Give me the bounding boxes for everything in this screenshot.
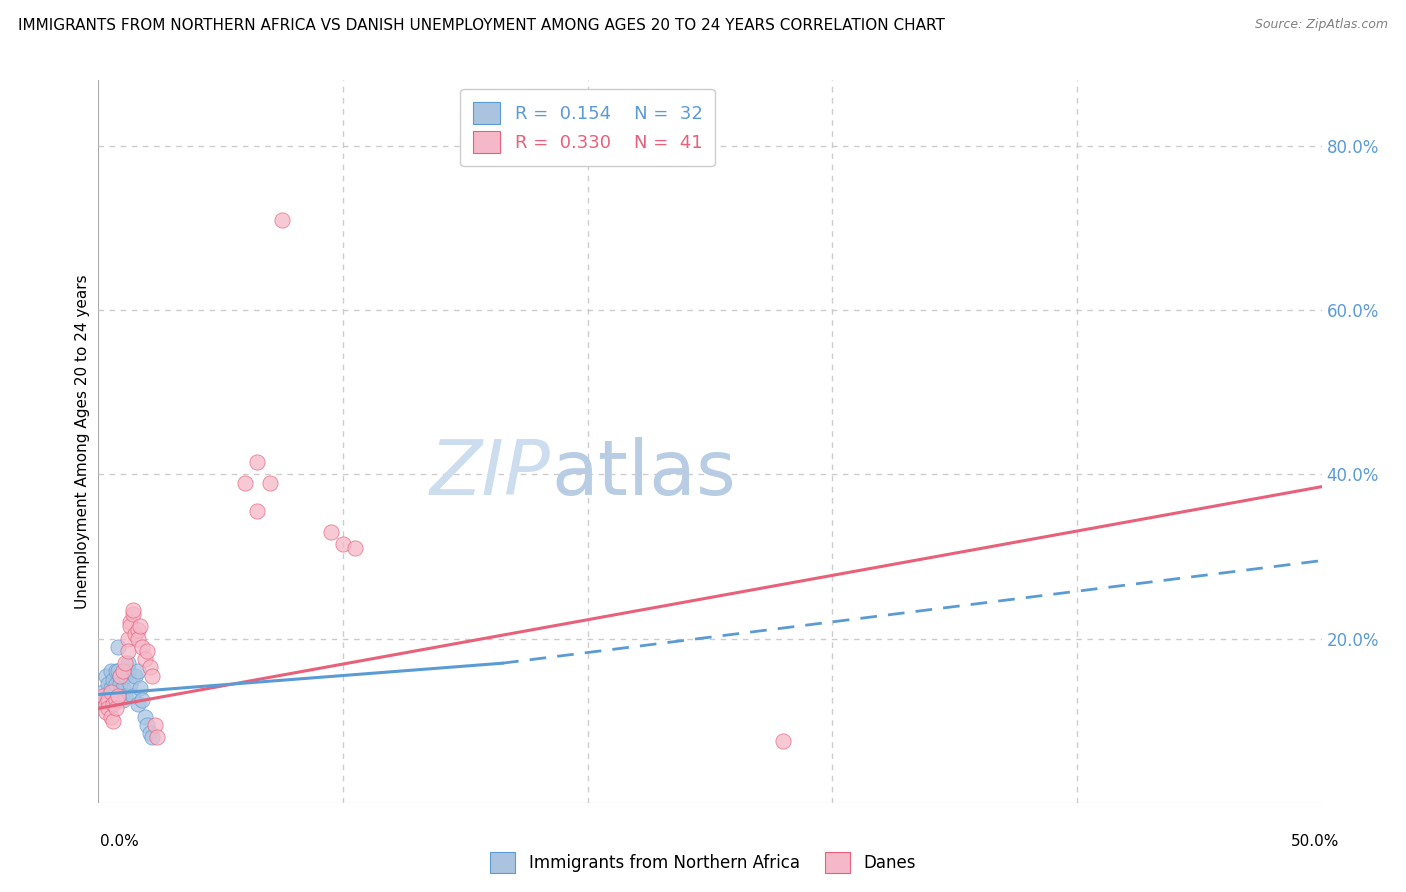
- Point: [114, 657, 136, 671]
- Point: [121, 603, 143, 617]
- Point: [97, 689, 120, 703]
- Point: [104, 693, 127, 707]
- Point: [101, 673, 124, 687]
- Point: [114, 668, 136, 682]
- Point: [233, 475, 256, 490]
- Point: [139, 726, 162, 740]
- Point: [111, 681, 134, 695]
- Point: [139, 660, 162, 674]
- Point: [131, 640, 153, 654]
- Text: ZIP: ZIP: [430, 437, 551, 511]
- Point: [100, 709, 122, 723]
- Point: [246, 504, 269, 518]
- Text: atlas: atlas: [551, 437, 735, 511]
- Point: [100, 681, 122, 695]
- Point: [114, 689, 136, 703]
- Point: [344, 541, 367, 556]
- Point: [110, 668, 132, 682]
- Point: [772, 734, 794, 748]
- Point: [94, 706, 117, 720]
- Point: [111, 665, 134, 679]
- Point: [127, 632, 149, 646]
- Point: [121, 607, 143, 621]
- Point: [104, 665, 127, 679]
- Legend: Immigrants from Northern Africa, Danes: Immigrants from Northern Africa, Danes: [484, 846, 922, 880]
- Point: [146, 730, 169, 744]
- Point: [134, 709, 156, 723]
- Point: [124, 627, 146, 641]
- Point: [94, 668, 117, 682]
- Point: [124, 668, 146, 682]
- Point: [100, 665, 122, 679]
- Point: [332, 537, 354, 551]
- Point: [100, 685, 122, 699]
- Point: [117, 657, 139, 671]
- Point: [141, 668, 163, 682]
- Point: [120, 619, 142, 633]
- Point: [91, 689, 114, 703]
- Text: Source: ZipAtlas.com: Source: ZipAtlas.com: [1254, 18, 1388, 31]
- Point: [91, 685, 114, 699]
- Text: 0.0%: 0.0%: [100, 834, 139, 849]
- Point: [121, 689, 143, 703]
- Point: [319, 524, 342, 539]
- Y-axis label: Unemployment Among Ages 20 to 24 years: Unemployment Among Ages 20 to 24 years: [75, 274, 90, 609]
- Point: [143, 718, 166, 732]
- Point: [97, 693, 120, 707]
- Point: [101, 714, 124, 728]
- Point: [104, 677, 127, 691]
- Point: [129, 619, 152, 633]
- Point: [94, 693, 117, 707]
- Point: [104, 701, 127, 715]
- Point: [117, 644, 139, 658]
- Point: [111, 693, 134, 707]
- Point: [94, 698, 117, 712]
- Point: [127, 624, 149, 638]
- Point: [120, 615, 142, 630]
- Legend: R =  0.154    N =  32, R =  0.330    N =  41: R = 0.154 N = 32, R = 0.330 N = 41: [460, 89, 716, 166]
- Point: [97, 701, 120, 715]
- Point: [107, 640, 129, 654]
- Point: [117, 632, 139, 646]
- Point: [259, 475, 281, 490]
- Point: [134, 652, 156, 666]
- Point: [101, 698, 124, 712]
- Text: IMMIGRANTS FROM NORTHERN AFRICA VS DANISH UNEMPLOYMENT AMONG AGES 20 TO 24 YEARS: IMMIGRANTS FROM NORTHERN AFRICA VS DANIS…: [18, 18, 945, 33]
- Point: [270, 212, 294, 227]
- Text: 50.0%: 50.0%: [1291, 834, 1339, 849]
- Point: [110, 677, 132, 691]
- Point: [246, 455, 269, 469]
- Point: [127, 698, 149, 712]
- Point: [117, 665, 139, 679]
- Point: [129, 681, 152, 695]
- Point: [131, 693, 153, 707]
- Point: [141, 730, 163, 744]
- Point: [107, 689, 129, 703]
- Point: [101, 685, 124, 699]
- Point: [110, 668, 132, 682]
- Point: [127, 665, 149, 679]
- Point: [120, 677, 142, 691]
- Point: [107, 665, 129, 679]
- Point: [136, 644, 159, 658]
- Point: [136, 718, 159, 732]
- Point: [97, 677, 120, 691]
